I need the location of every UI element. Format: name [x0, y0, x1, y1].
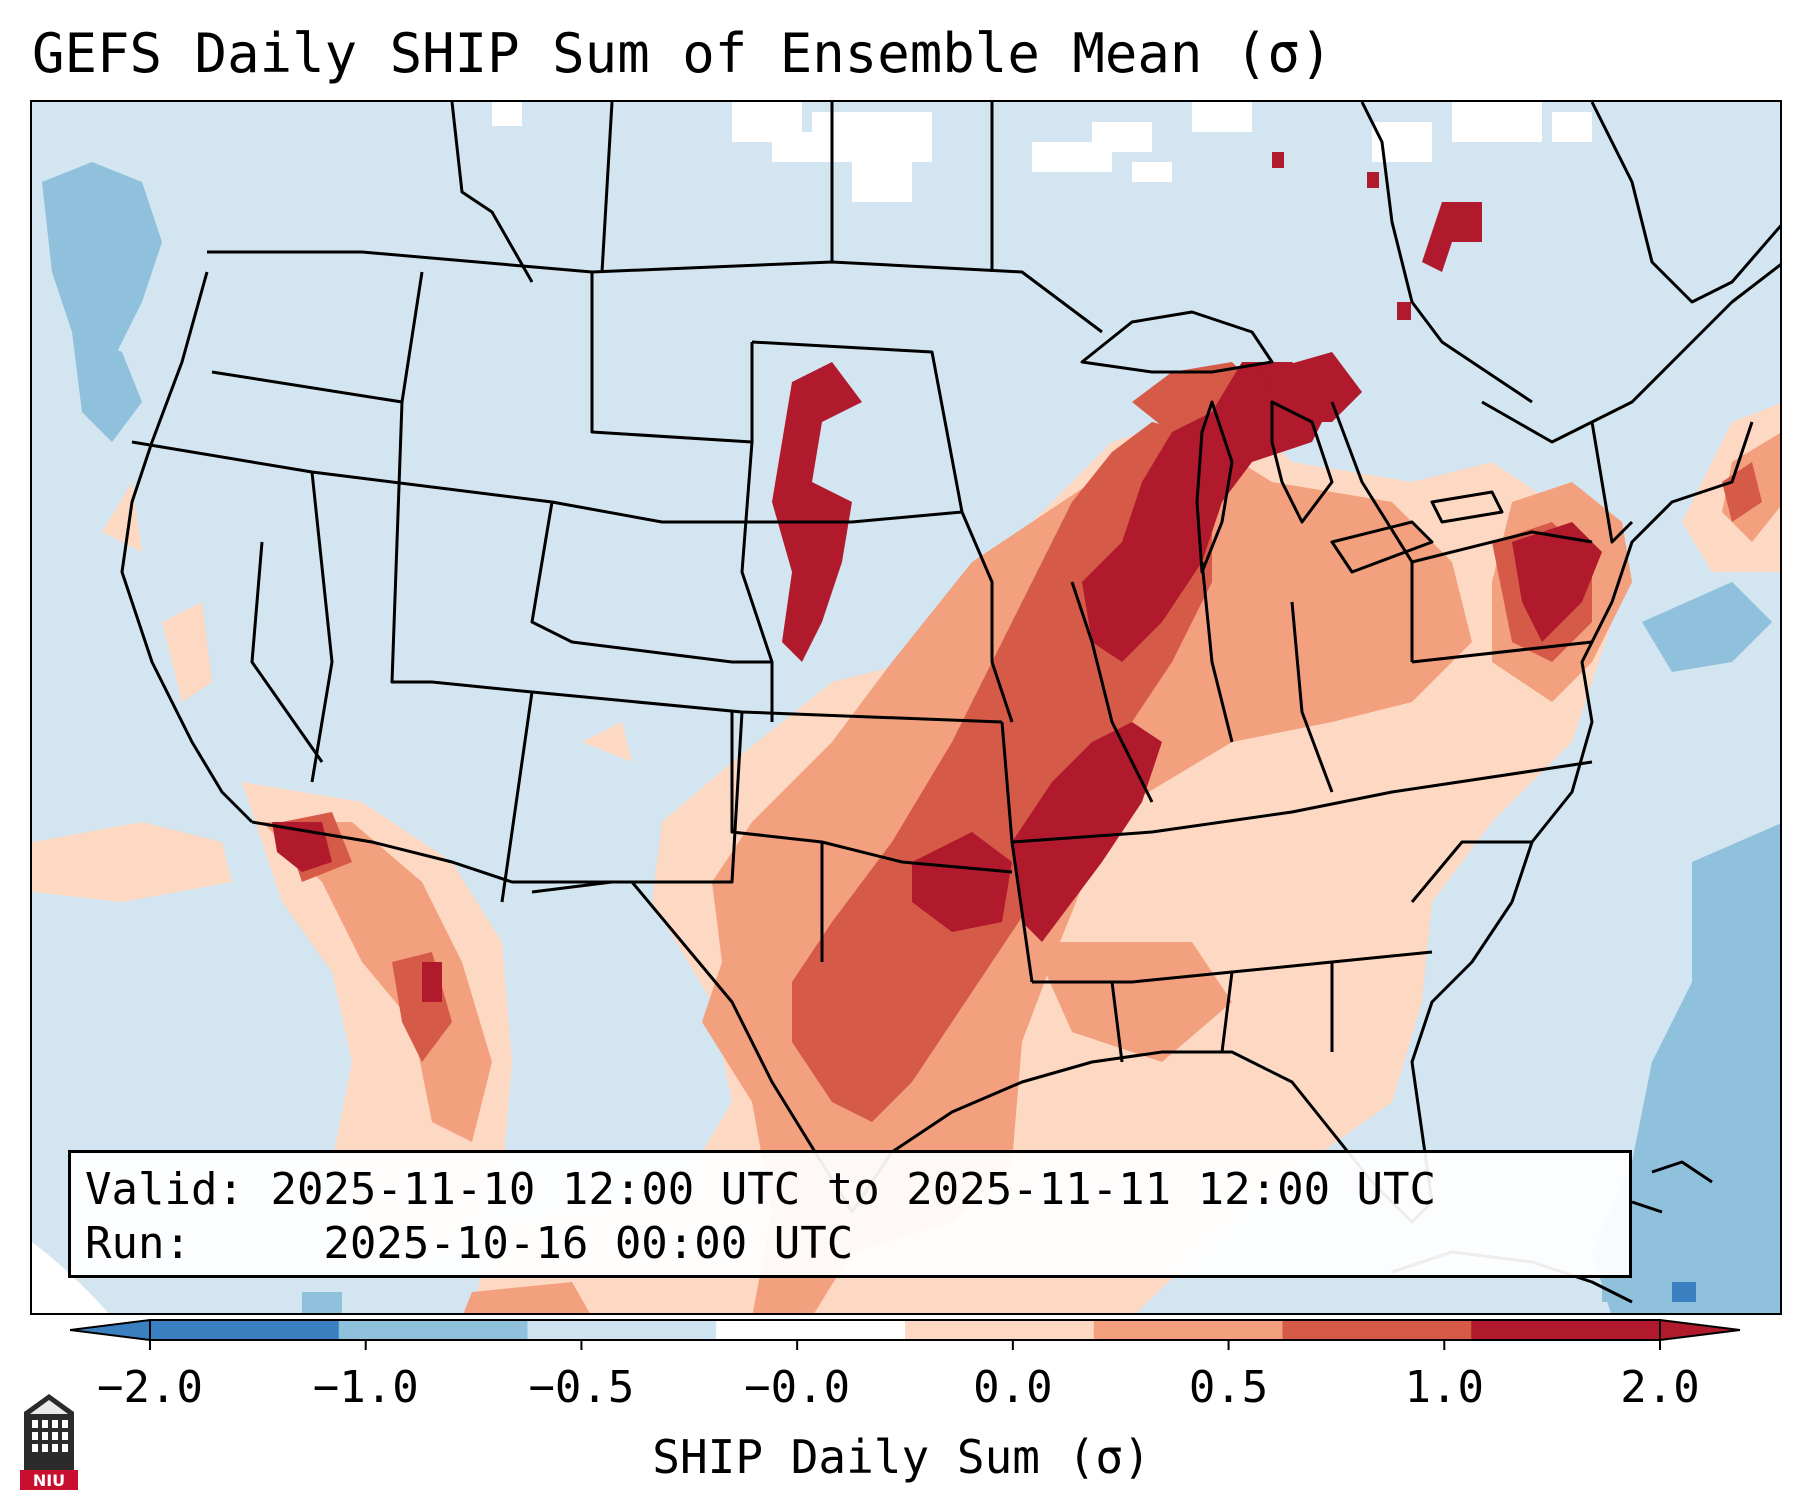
- colorbar-extend-high: [1659, 1318, 1741, 1342]
- page-title: GEFS Daily SHIP Sum of Ensemble Mean (σ): [32, 22, 1333, 85]
- colorbar-tick-label: 2.0: [1620, 1362, 1700, 1413]
- strong-negative-patches: [1672, 1282, 1696, 1302]
- map-canvas: [32, 102, 1780, 1313]
- university-tower-icon: NIU: [20, 1394, 78, 1490]
- valid-row: Valid: 2025-11-10 12:00 UTC to 2025-11-1…: [85, 1163, 1615, 1217]
- logo-text: NIU: [33, 1471, 65, 1490]
- east-coast: [1510, 421, 1754, 903]
- valid-value: 2025-11-10 12:00 UTC to 2025-11-11 12:00…: [270, 1164, 1437, 1215]
- run-row: Run: 2025-10-16 00:00 UTC: [85, 1217, 1615, 1271]
- colorbar-segment: [1093, 1320, 1283, 1340]
- colorbar-label: SHIP Daily Sum (σ): [652, 1430, 1151, 1484]
- colorbar-extend-low: [70, 1318, 151, 1342]
- high-positive-field: [272, 152, 1602, 1002]
- valid-label: Valid:: [85, 1164, 244, 1215]
- west-coast: [120, 271, 254, 824]
- run-value: 2025-10-16 00:00 UTC: [323, 1218, 854, 1269]
- colorbar-tick-label: −1.0: [312, 1362, 419, 1413]
- validity-info-box: Valid: 2025-11-10 12:00 UTC to 2025-11-1…: [68, 1150, 1632, 1278]
- colorbar-tick-label: −0.5: [528, 1362, 635, 1413]
- colorbar-segment: [1282, 1320, 1472, 1340]
- colorbar-tick-label: −0.0: [744, 1362, 851, 1413]
- gulf-coast: [850, 901, 1514, 1224]
- mexico-border: [251, 820, 854, 1213]
- run-label: Run:: [85, 1218, 191, 1269]
- colorbar-tick-label: −2.0: [97, 1362, 203, 1413]
- lake-ontario: [1430, 490, 1504, 524]
- colorbar-tick-label: 0.5: [1188, 1362, 1269, 1413]
- lake-erie: [1330, 520, 1434, 574]
- us-canada-border: [207, 250, 1103, 334]
- colorbar-tick-label: 1.0: [1404, 1362, 1485, 1413]
- lake-superior: [1080, 310, 1274, 374]
- lake-michigan: [1195, 400, 1234, 574]
- colorbar-segment: [716, 1320, 906, 1340]
- negative-patches: [42, 162, 1780, 1313]
- lake-huron: [1270, 400, 1334, 524]
- colorbar: [70, 1318, 1741, 1350]
- map-panel: [30, 100, 1782, 1315]
- colorbar-segment: [1471, 1320, 1661, 1340]
- colorbar-segment: [150, 1320, 340, 1340]
- colorbar-segment: [905, 1320, 1095, 1340]
- colorbar-tick-label: 0.0: [973, 1362, 1053, 1413]
- colorbar-segment: [527, 1320, 717, 1340]
- colorbar-segment: [338, 1320, 528, 1340]
